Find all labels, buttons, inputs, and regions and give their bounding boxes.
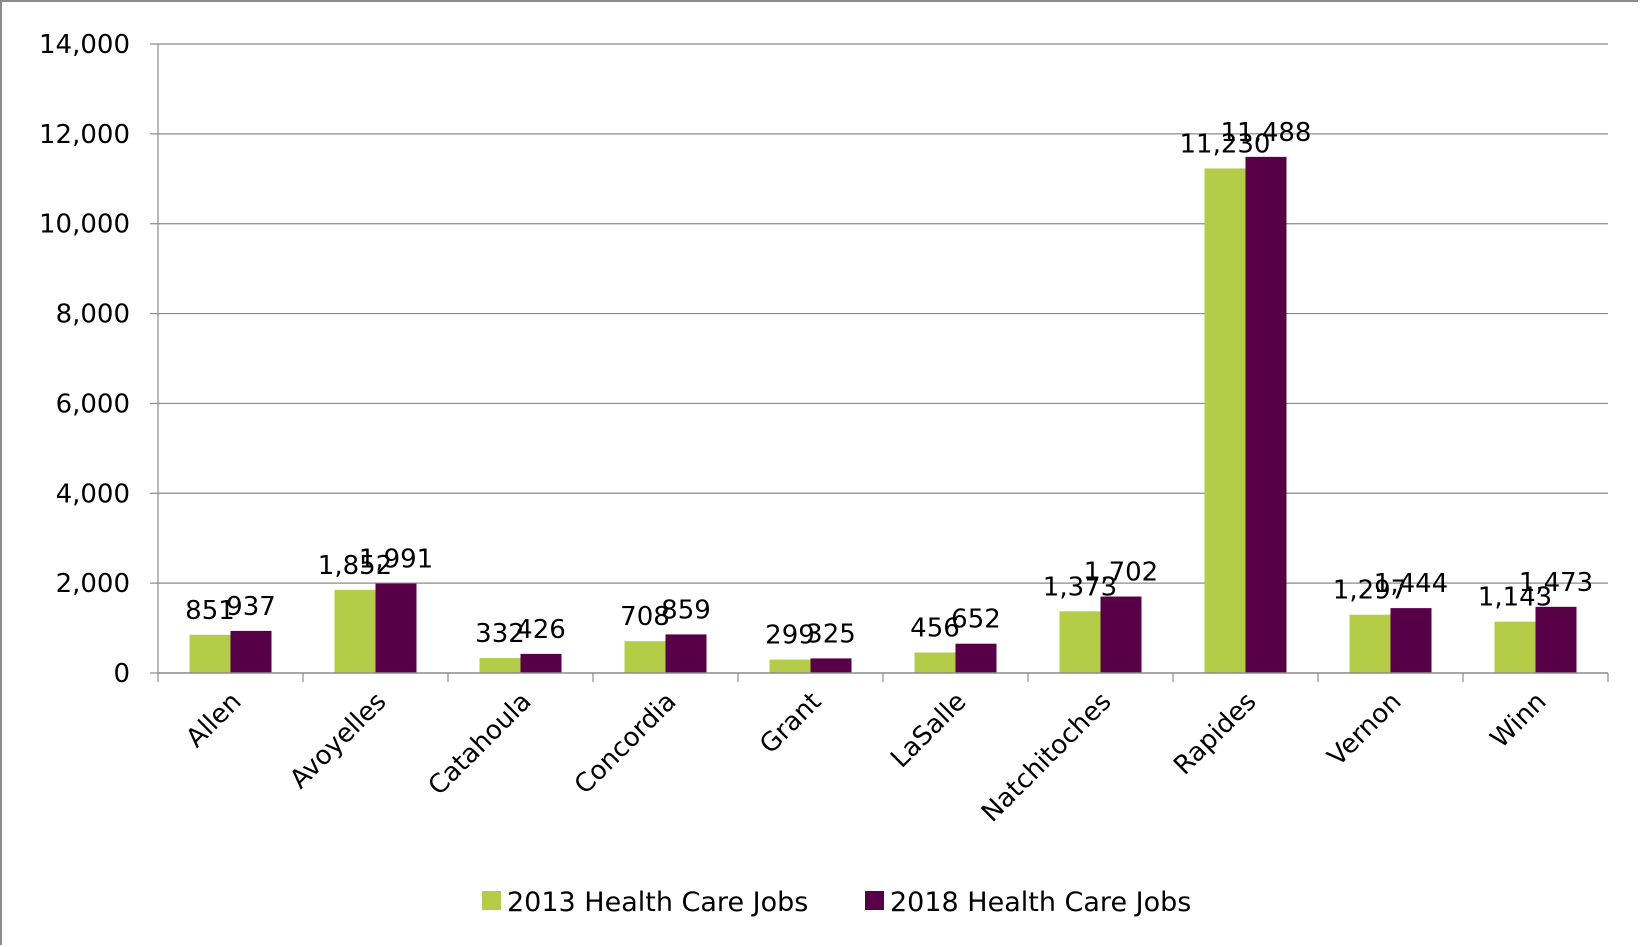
- data-label: 851: [185, 596, 235, 626]
- y-tick-label: 6,000: [56, 389, 130, 419]
- data-label: 1,702: [1084, 558, 1158, 588]
- bar-vernon-2018: [1390, 608, 1432, 673]
- y-tick-label: 0: [113, 659, 130, 689]
- data-label: 299: [765, 621, 815, 651]
- legend-label-2013: 2013 Health Care Jobs: [507, 887, 808, 918]
- bar-winn-2013: [1494, 621, 1536, 673]
- data-label: 1,143: [1478, 583, 1552, 613]
- x-tick-label: Natchitoches: [976, 687, 1117, 828]
- data-label: 937: [226, 592, 276, 622]
- bar-natchitoches-2018: [1100, 596, 1142, 673]
- bar-vernon-2013: [1349, 614, 1391, 673]
- legend-swatch-2018: [865, 891, 884, 910]
- data-label: 708: [620, 602, 670, 632]
- bar-lasalle-2018: [955, 643, 997, 673]
- x-tick-label: Vernon: [1322, 687, 1407, 772]
- legend-swatch-2013: [482, 891, 501, 910]
- x-tick-label: LaSalle: [885, 687, 972, 774]
- y-tick-label: 4,000: [56, 479, 130, 509]
- bar-avoyelles-2013: [334, 589, 376, 673]
- x-tick-label: Winn: [1485, 687, 1552, 754]
- bar-allen-2013: [189, 634, 231, 673]
- bar-rapides-2013: [1204, 168, 1246, 673]
- data-label: 859: [661, 595, 711, 625]
- bar-lasalle-2013: [914, 652, 956, 673]
- legend: 2013 Health Care Jobs 2018 Health Care J…: [482, 887, 1191, 918]
- legend-label-2018: 2018 Health Care Jobs: [890, 887, 1191, 918]
- data-label: 1,473: [1519, 568, 1593, 598]
- bars: [189, 156, 1577, 673]
- bar-rapides-2018: [1245, 156, 1287, 673]
- x-tick-label: Grant: [754, 687, 827, 760]
- bar-grant-2013: [769, 659, 811, 673]
- data-label: 325: [806, 619, 856, 649]
- y-tick-label: 14,000: [39, 30, 130, 60]
- data-label: 332: [475, 619, 525, 649]
- data-label: 11,230: [1180, 129, 1271, 159]
- gridlines: [158, 43, 1608, 584]
- bar-concordia-2013: [624, 641, 666, 673]
- y-tick-label: 10,000: [39, 210, 130, 240]
- bar-allen-2018: [230, 630, 272, 673]
- bar-catahoula-2013: [479, 658, 521, 673]
- data-label: 652: [951, 605, 1001, 635]
- data-label: 426: [516, 615, 566, 645]
- x-tick-label: Rapides: [1168, 687, 1262, 781]
- x-tick-label: Concordia: [569, 687, 683, 801]
- data-label: 1,852: [318, 551, 392, 581]
- bar-natchitoches-2013: [1059, 611, 1101, 673]
- x-axis: Allen Avoyelles Catahoula Concordia Grant LaS…: [157, 672, 1609, 828]
- x-tick-label: Allen: [180, 687, 247, 754]
- data-label: 1,373: [1043, 572, 1117, 602]
- x-tick-label: Avoyelles: [284, 687, 392, 795]
- bar-catahoula-2018: [520, 653, 562, 673]
- y-tick-label: 2,000: [56, 569, 130, 599]
- y-axis: 0 2,000 4,000 6,000 8,000 10,000 12,000 14,000: [39, 30, 159, 689]
- bar-avoyelles-2018: [375, 583, 417, 673]
- bar-grant-2018: [810, 658, 852, 673]
- data-label: 456: [910, 614, 960, 644]
- bar-concordia-2018: [665, 634, 707, 673]
- data-label: 1,444: [1374, 569, 1448, 599]
- data-label: 1,297: [1333, 576, 1407, 606]
- bar-winn-2018: [1535, 606, 1577, 673]
- data-label: 11,488: [1221, 118, 1312, 148]
- data-label: 1,991: [359, 545, 433, 575]
- y-tick-label: 8,000: [56, 300, 130, 330]
- y-tick-label: 12,000: [39, 120, 130, 150]
- x-tick-label: Catahoula: [423, 687, 538, 802]
